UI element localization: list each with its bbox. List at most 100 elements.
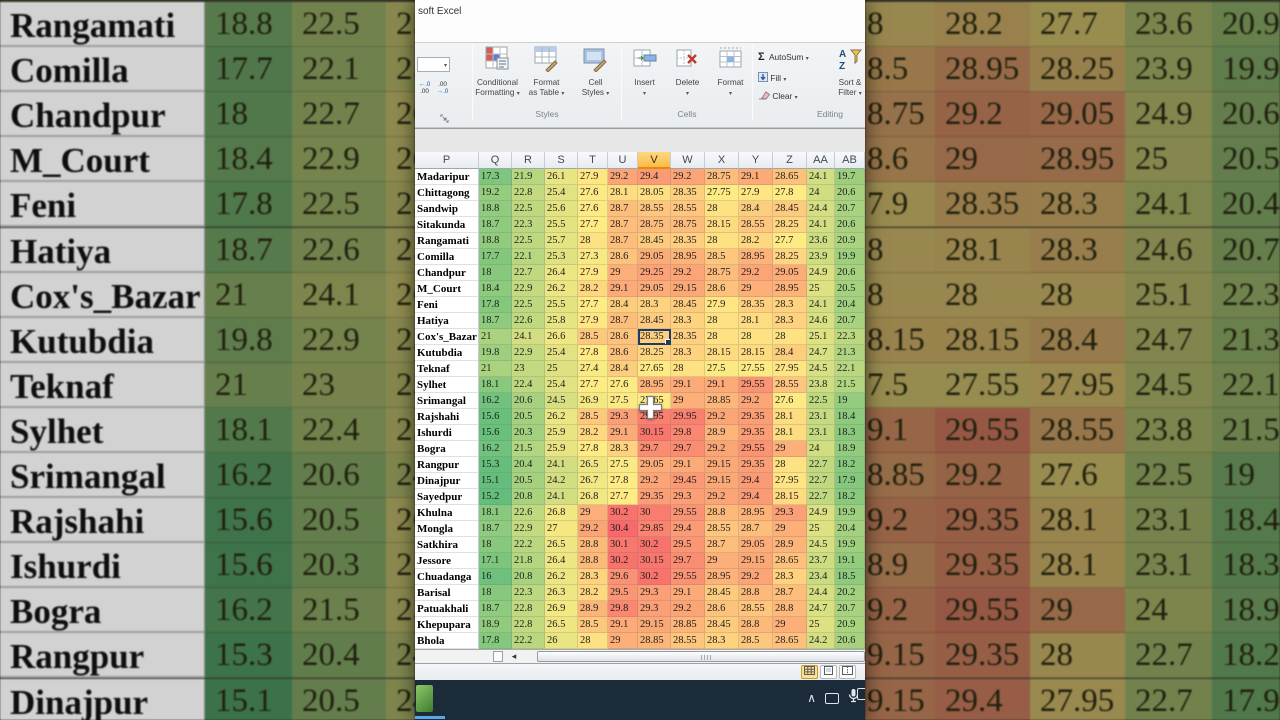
value-cell[interactable]: 29.1 [705, 377, 739, 393]
value-cell[interactable]: 27.65 [638, 361, 671, 377]
value-cell[interactable]: 20.5 [512, 473, 545, 489]
value-cell[interactable]: 28.3 [773, 569, 807, 585]
value-cell[interactable]: 30 [638, 505, 671, 521]
value-cell[interactable]: 28.2 [578, 281, 608, 297]
column-header-S[interactable]: S [545, 152, 578, 169]
value-cell[interactable]: 28.15 [739, 345, 773, 361]
value-cell[interactable]: 20.5 [835, 281, 865, 297]
value-cell[interactable]: 25.4 [545, 185, 578, 201]
value-cell[interactable]: 29.35 [739, 409, 773, 425]
value-cell[interactable]: 18.7 [479, 313, 512, 329]
value-cell[interactable]: 26.5 [545, 617, 578, 633]
value-cell[interactable]: 29.4 [739, 473, 773, 489]
city-name-cell[interactable]: Chittagong [415, 185, 479, 201]
value-cell[interactable]: 27.7 [773, 233, 807, 249]
value-cell[interactable]: 27.6 [578, 201, 608, 217]
value-cell[interactable]: 26.2 [545, 281, 578, 297]
value-cell[interactable]: 28.85 [671, 617, 705, 633]
value-cell[interactable]: 29.2 [739, 265, 773, 281]
value-cell[interactable]: 20.4 [835, 297, 865, 313]
value-cell[interactable]: 28.35 [671, 185, 705, 201]
value-cell[interactable]: 28.25 [773, 249, 807, 265]
value-cell[interactable]: 26.7 [578, 473, 608, 489]
value-cell[interactable]: 28.7 [739, 521, 773, 537]
number-format-dropdown[interactable]: ▾ [417, 57, 450, 72]
value-cell[interactable]: 28.15 [773, 489, 807, 505]
value-cell[interactable]: 20.9 [835, 233, 865, 249]
value-cell[interactable]: 28.55 [671, 633, 705, 649]
value-cell[interactable]: 28.1 [773, 425, 807, 441]
value-cell[interactable]: 17.7 [479, 249, 512, 265]
value-cell[interactable]: 29.3 [638, 585, 671, 601]
value-cell[interactable]: 29.55 [739, 377, 773, 393]
value-cell[interactable]: 29 [578, 505, 608, 521]
value-cell[interactable]: 25 [807, 617, 835, 633]
value-cell[interactable]: 27.6 [608, 377, 638, 393]
city-name-cell[interactable]: M_Court [415, 281, 479, 297]
value-cell[interactable]: 25.8 [545, 313, 578, 329]
value-cell[interactable]: 20.6 [835, 217, 865, 233]
city-name-cell[interactable]: Hatiya [415, 313, 479, 329]
value-cell[interactable]: 28.95 [739, 249, 773, 265]
value-cell[interactable]: 18 [479, 585, 512, 601]
value-cell[interactable]: 28.85 [705, 393, 739, 409]
value-cell[interactable]: 26.4 [545, 553, 578, 569]
value-cell[interactable]: 29 [608, 633, 638, 649]
tab-split-handle[interactable] [493, 651, 503, 662]
value-cell[interactable]: 25.9 [545, 441, 578, 457]
value-cell[interactable]: 29 [671, 393, 705, 409]
value-cell[interactable]: 23.1 [807, 425, 835, 441]
value-cell[interactable]: 19.9 [835, 537, 865, 553]
city-name-cell[interactable]: Bogra [415, 441, 479, 457]
value-cell[interactable]: 29.5 [608, 585, 638, 601]
value-cell[interactable]: 27.4 [578, 361, 608, 377]
city-name-cell[interactable]: Rangpur [415, 457, 479, 473]
value-cell[interactable]: 26.9 [578, 393, 608, 409]
value-cell[interactable]: 27.7 [578, 297, 608, 313]
delete-cells-button[interactable]: Delete ▾ [666, 46, 709, 99]
value-cell[interactable]: 26.3 [545, 585, 578, 601]
column-header-AA[interactable]: AA [807, 152, 835, 169]
value-cell[interactable]: 28.45 [638, 313, 671, 329]
value-cell[interactable]: 29.05 [638, 249, 671, 265]
value-cell[interactable]: 27.9 [739, 185, 773, 201]
value-cell[interactable]: 22.6 [512, 505, 545, 521]
value-cell[interactable]: 29 [773, 521, 807, 537]
value-cell[interactable]: 29.2 [578, 521, 608, 537]
value-cell[interactable]: 22.9 [512, 521, 545, 537]
value-cell[interactable]: 28 [578, 633, 608, 649]
value-cell[interactable]: 15.6 [479, 425, 512, 441]
value-cell[interactable]: 26.2 [545, 409, 578, 425]
value-cell[interactable]: 29.4 [638, 169, 671, 185]
value-cell[interactable]: 29.05 [773, 265, 807, 281]
value-cell[interactable]: 28 [705, 313, 739, 329]
city-name-cell[interactable]: Sandwip [415, 201, 479, 217]
value-cell[interactable]: 18.1 [479, 505, 512, 521]
value-cell[interactable]: 28.55 [705, 521, 739, 537]
value-cell[interactable]: 30.2 [638, 537, 671, 553]
value-cell[interactable]: 25.6 [545, 201, 578, 217]
value-cell[interactable]: 18.2 [835, 489, 865, 505]
value-cell[interactable]: 15.3 [479, 457, 512, 473]
column-header-Y[interactable]: Y [739, 152, 773, 169]
value-cell[interactable]: 28.8 [705, 505, 739, 521]
value-cell[interactable]: 22.1 [512, 249, 545, 265]
value-cell[interactable]: 27.5 [608, 457, 638, 473]
column-header-P[interactable]: P [415, 152, 479, 169]
value-cell[interactable]: 29.15 [671, 281, 705, 297]
insert-cells-button[interactable]: Insert ▾ [623, 46, 666, 99]
value-cell[interactable]: 27.75 [705, 185, 739, 201]
city-name-cell[interactable]: Khulna [415, 505, 479, 521]
value-cell[interactable]: 28.75 [705, 265, 739, 281]
city-name-cell[interactable]: Sylhet [415, 377, 479, 393]
value-cell[interactable]: 28 [671, 361, 705, 377]
value-cell[interactable]: 28.5 [739, 633, 773, 649]
value-cell[interactable]: 29.1 [739, 169, 773, 185]
city-name-cell[interactable]: Srimangal [415, 393, 479, 409]
value-cell[interactable]: 29 [739, 281, 773, 297]
value-cell[interactable]: 28.55 [671, 201, 705, 217]
value-cell[interactable]: 29.2 [739, 393, 773, 409]
value-cell[interactable]: 29.4 [671, 521, 705, 537]
value-cell[interactable]: 28.4 [739, 201, 773, 217]
